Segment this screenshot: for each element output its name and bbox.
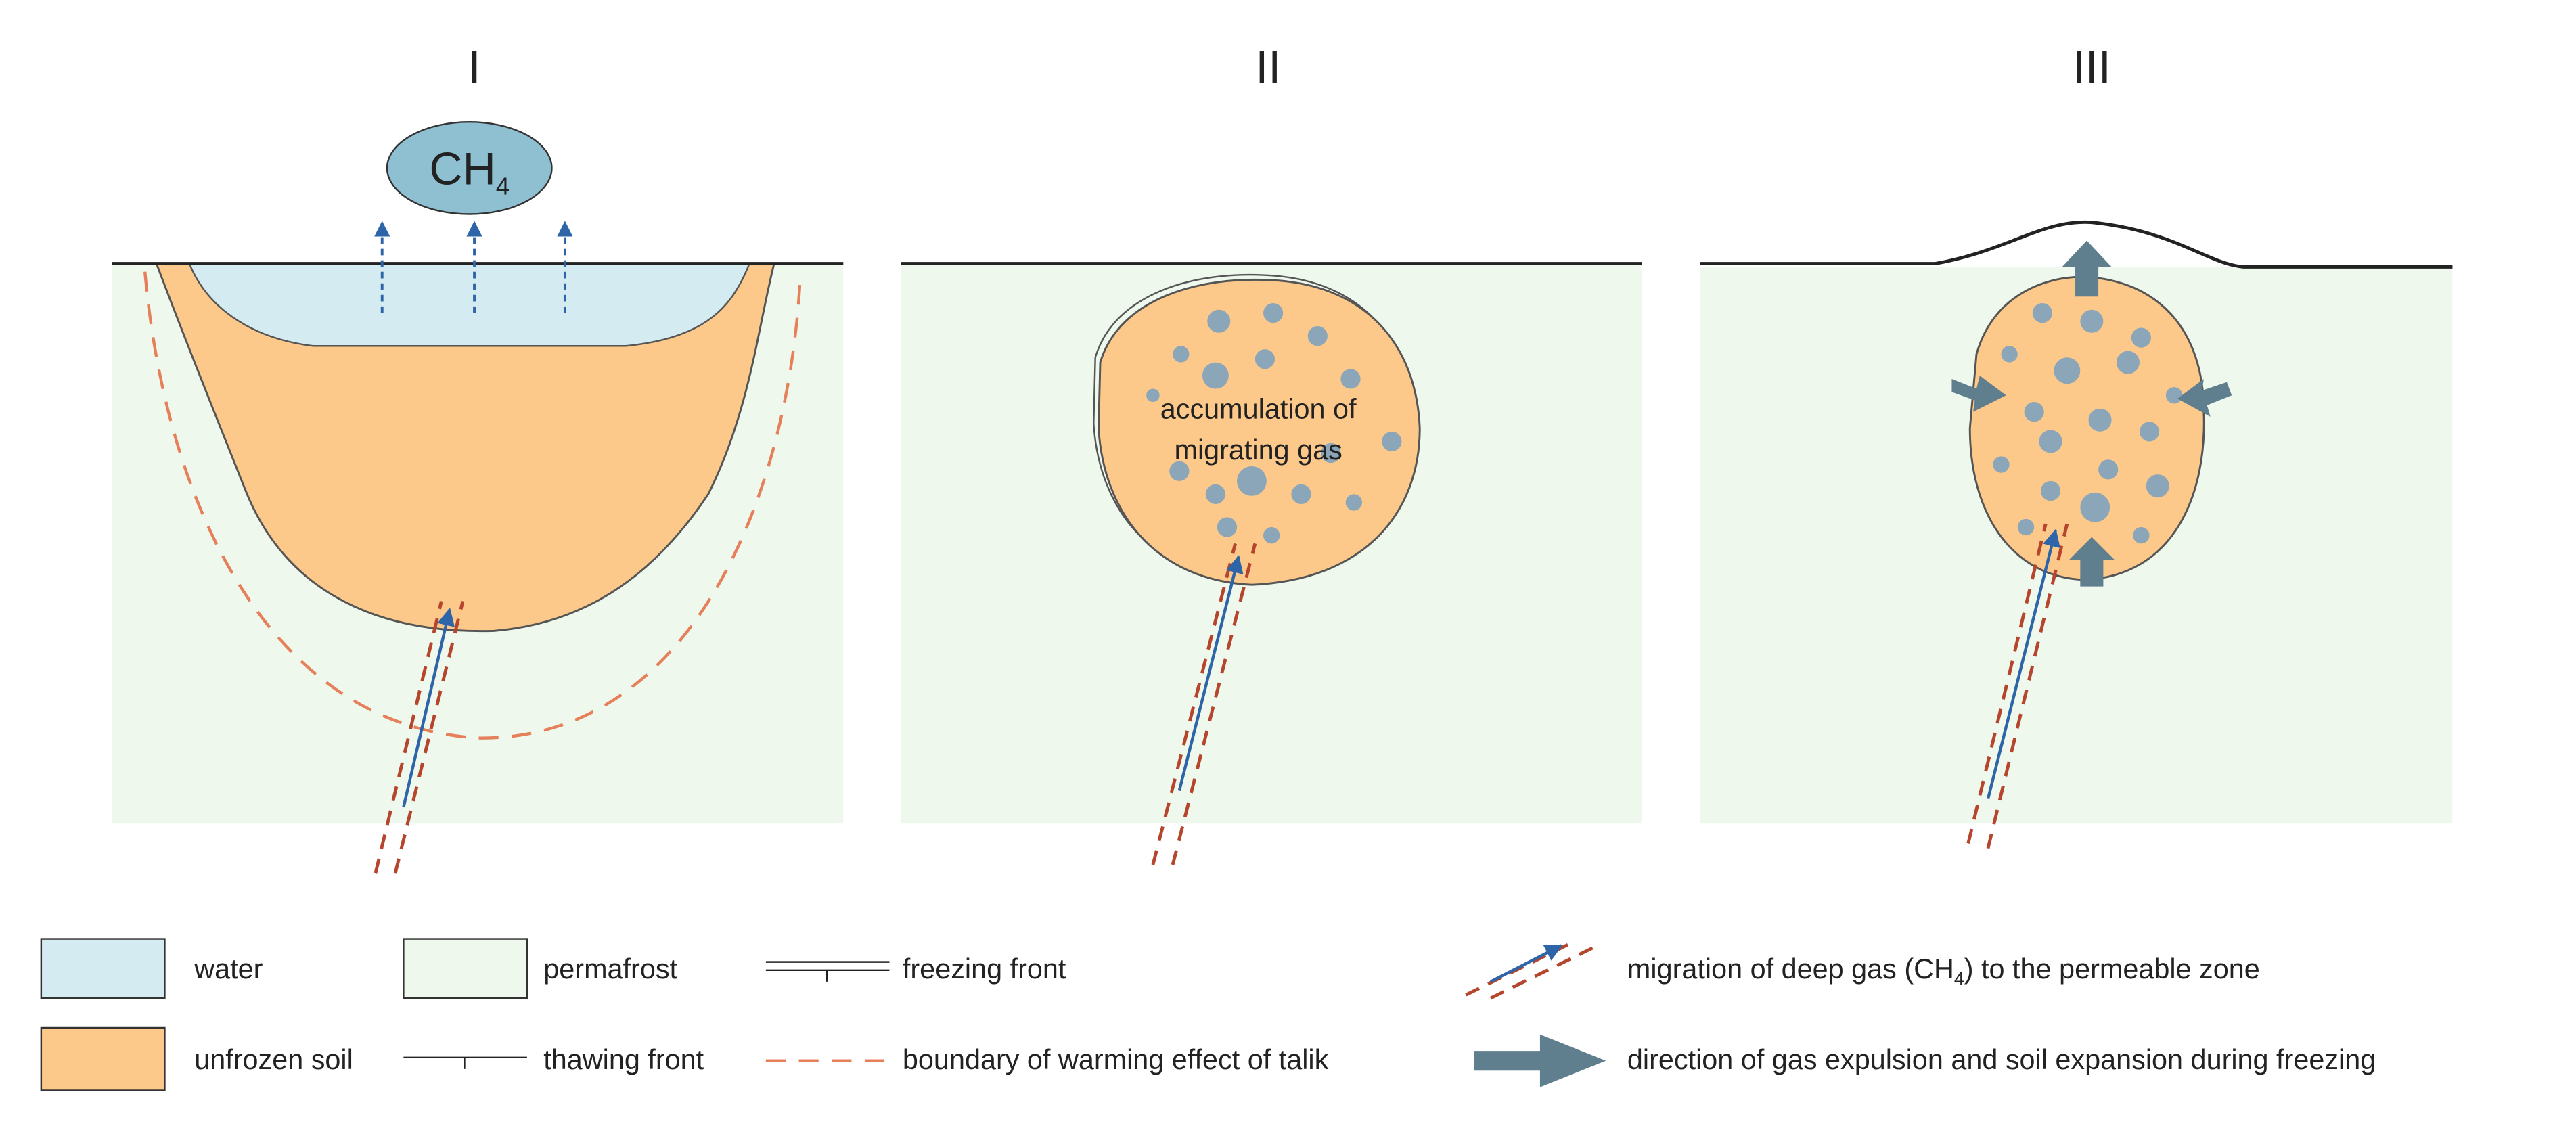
gas-subscript: 4	[496, 172, 510, 200]
shape-circle	[1263, 527, 1280, 544]
panel-one: CH4 I	[112, 41, 844, 874]
legend-label: unfrozen soil	[194, 1044, 353, 1075]
legend-label: direction of gas expulsion and soil expa…	[1627, 1044, 2376, 1075]
shape-circle	[2146, 474, 2169, 498]
shape-g	[1151, 543, 1257, 865]
shape-circle	[1345, 494, 1363, 511]
shape-circle	[2098, 459, 2119, 480]
shape-line	[1986, 528, 2060, 800]
legend-label: thawing front	[543, 1044, 704, 1075]
shape-path	[2069, 537, 2115, 587]
panel-title: I	[468, 41, 481, 93]
shape-path	[2062, 240, 2112, 297]
legend-text: migration of deep gas (CH	[1627, 953, 1954, 985]
legend-text: ) to the permeable zone	[1964, 953, 2260, 985]
shape-rect	[40, 1026, 166, 1091]
shape-path	[2177, 378, 2232, 417]
gas-text: CH	[429, 143, 495, 195]
legend-label: water	[194, 953, 263, 985]
shape-circle	[1169, 461, 1190, 481]
shape-line	[1151, 543, 1237, 865]
shape-circle	[2040, 480, 2061, 501]
shape-circle	[1382, 431, 1402, 452]
gas-label: CH4	[429, 143, 510, 200]
shape-line	[1177, 555, 1244, 792]
shape-circle	[1307, 326, 1328, 346]
panel-two: accumulation of migrating gas II	[901, 41, 1642, 865]
shape-circle	[1321, 443, 1341, 464]
shape-line	[402, 608, 455, 808]
shape-circle	[1205, 484, 1226, 504]
shape-g	[765, 961, 890, 982]
shape-path	[143, 271, 803, 740]
shape-path	[1968, 275, 2205, 581]
shape-path	[188, 263, 751, 347]
shape-path	[1700, 220, 2453, 269]
shape-circle	[2088, 408, 2112, 432]
shape-circle	[1146, 388, 1160, 403]
shape-circle	[1173, 346, 1190, 363]
shape-circle	[1237, 466, 1267, 496]
shape-g	[1993, 302, 2183, 544]
shape-line	[393, 600, 465, 874]
shape-path	[1951, 376, 2006, 412]
shape-circle	[1207, 309, 1231, 333]
shape-g	[403, 1056, 527, 1069]
shape-circle	[2032, 302, 2052, 323]
shape-line	[1966, 523, 2048, 844]
shape-line	[374, 600, 443, 874]
shape-g	[374, 600, 465, 874]
shape-rect	[403, 938, 528, 999]
shape-path	[1474, 1034, 1606, 1087]
shape-circle	[2017, 518, 2035, 536]
panel-three: III	[1700, 41, 2453, 849]
shape-g	[1951, 240, 2232, 587]
shape-ellipse	[386, 120, 553, 215]
shape-circle	[1217, 517, 1238, 537]
shape-g	[1146, 302, 1402, 544]
shape-circle	[1263, 302, 1284, 323]
shape-circle	[2116, 351, 2140, 374]
shape-circle	[1255, 349, 1275, 369]
shape-circle	[2131, 327, 2151, 348]
shape-g	[374, 221, 573, 313]
shape-circle	[1202, 362, 1229, 389]
accumulation-label: accumulation of	[1160, 393, 1357, 424]
shape-g	[1465, 941, 1599, 1000]
shape-circle	[2133, 527, 2150, 544]
shape-g	[1966, 523, 2069, 849]
legend-label: permafrost	[543, 953, 677, 985]
shape-path	[155, 263, 775, 633]
legend-label: migration of deep gas (CH4) to the perme…	[1627, 953, 2260, 989]
legend-label: boundary of warming effect of talik	[903, 1044, 1329, 1075]
shape-circle	[2139, 422, 2160, 442]
legend-label: freezing front	[903, 953, 1066, 985]
shape-circle	[1291, 484, 1311, 504]
shape-circle	[2001, 346, 2018, 363]
panel-title: II	[1255, 41, 1281, 93]
panel-title: III	[2073, 41, 2111, 93]
shape-circle	[2039, 430, 2062, 453]
shape-circle	[1993, 456, 2010, 473]
shape-circle	[2054, 357, 2081, 384]
legend-subscript: 4	[1954, 969, 1964, 989]
shape-line	[1489, 944, 1563, 983]
shape-circle	[2165, 387, 2183, 404]
legend: water permafrost freezing front unfrozen…	[40, 938, 2376, 1091]
shape-path	[1098, 278, 1421, 586]
shape-circle	[2080, 492, 2110, 522]
shape-circle	[2080, 309, 2104, 333]
shape-line	[1489, 944, 1599, 1000]
shape-circle	[2024, 402, 2044, 422]
shape-rect	[40, 938, 166, 999]
shape-line	[1986, 523, 2069, 849]
shape-line	[1171, 543, 1257, 865]
shape-circle	[1340, 369, 1361, 389]
accumulation-label: migrating gas	[1174, 434, 1342, 466]
